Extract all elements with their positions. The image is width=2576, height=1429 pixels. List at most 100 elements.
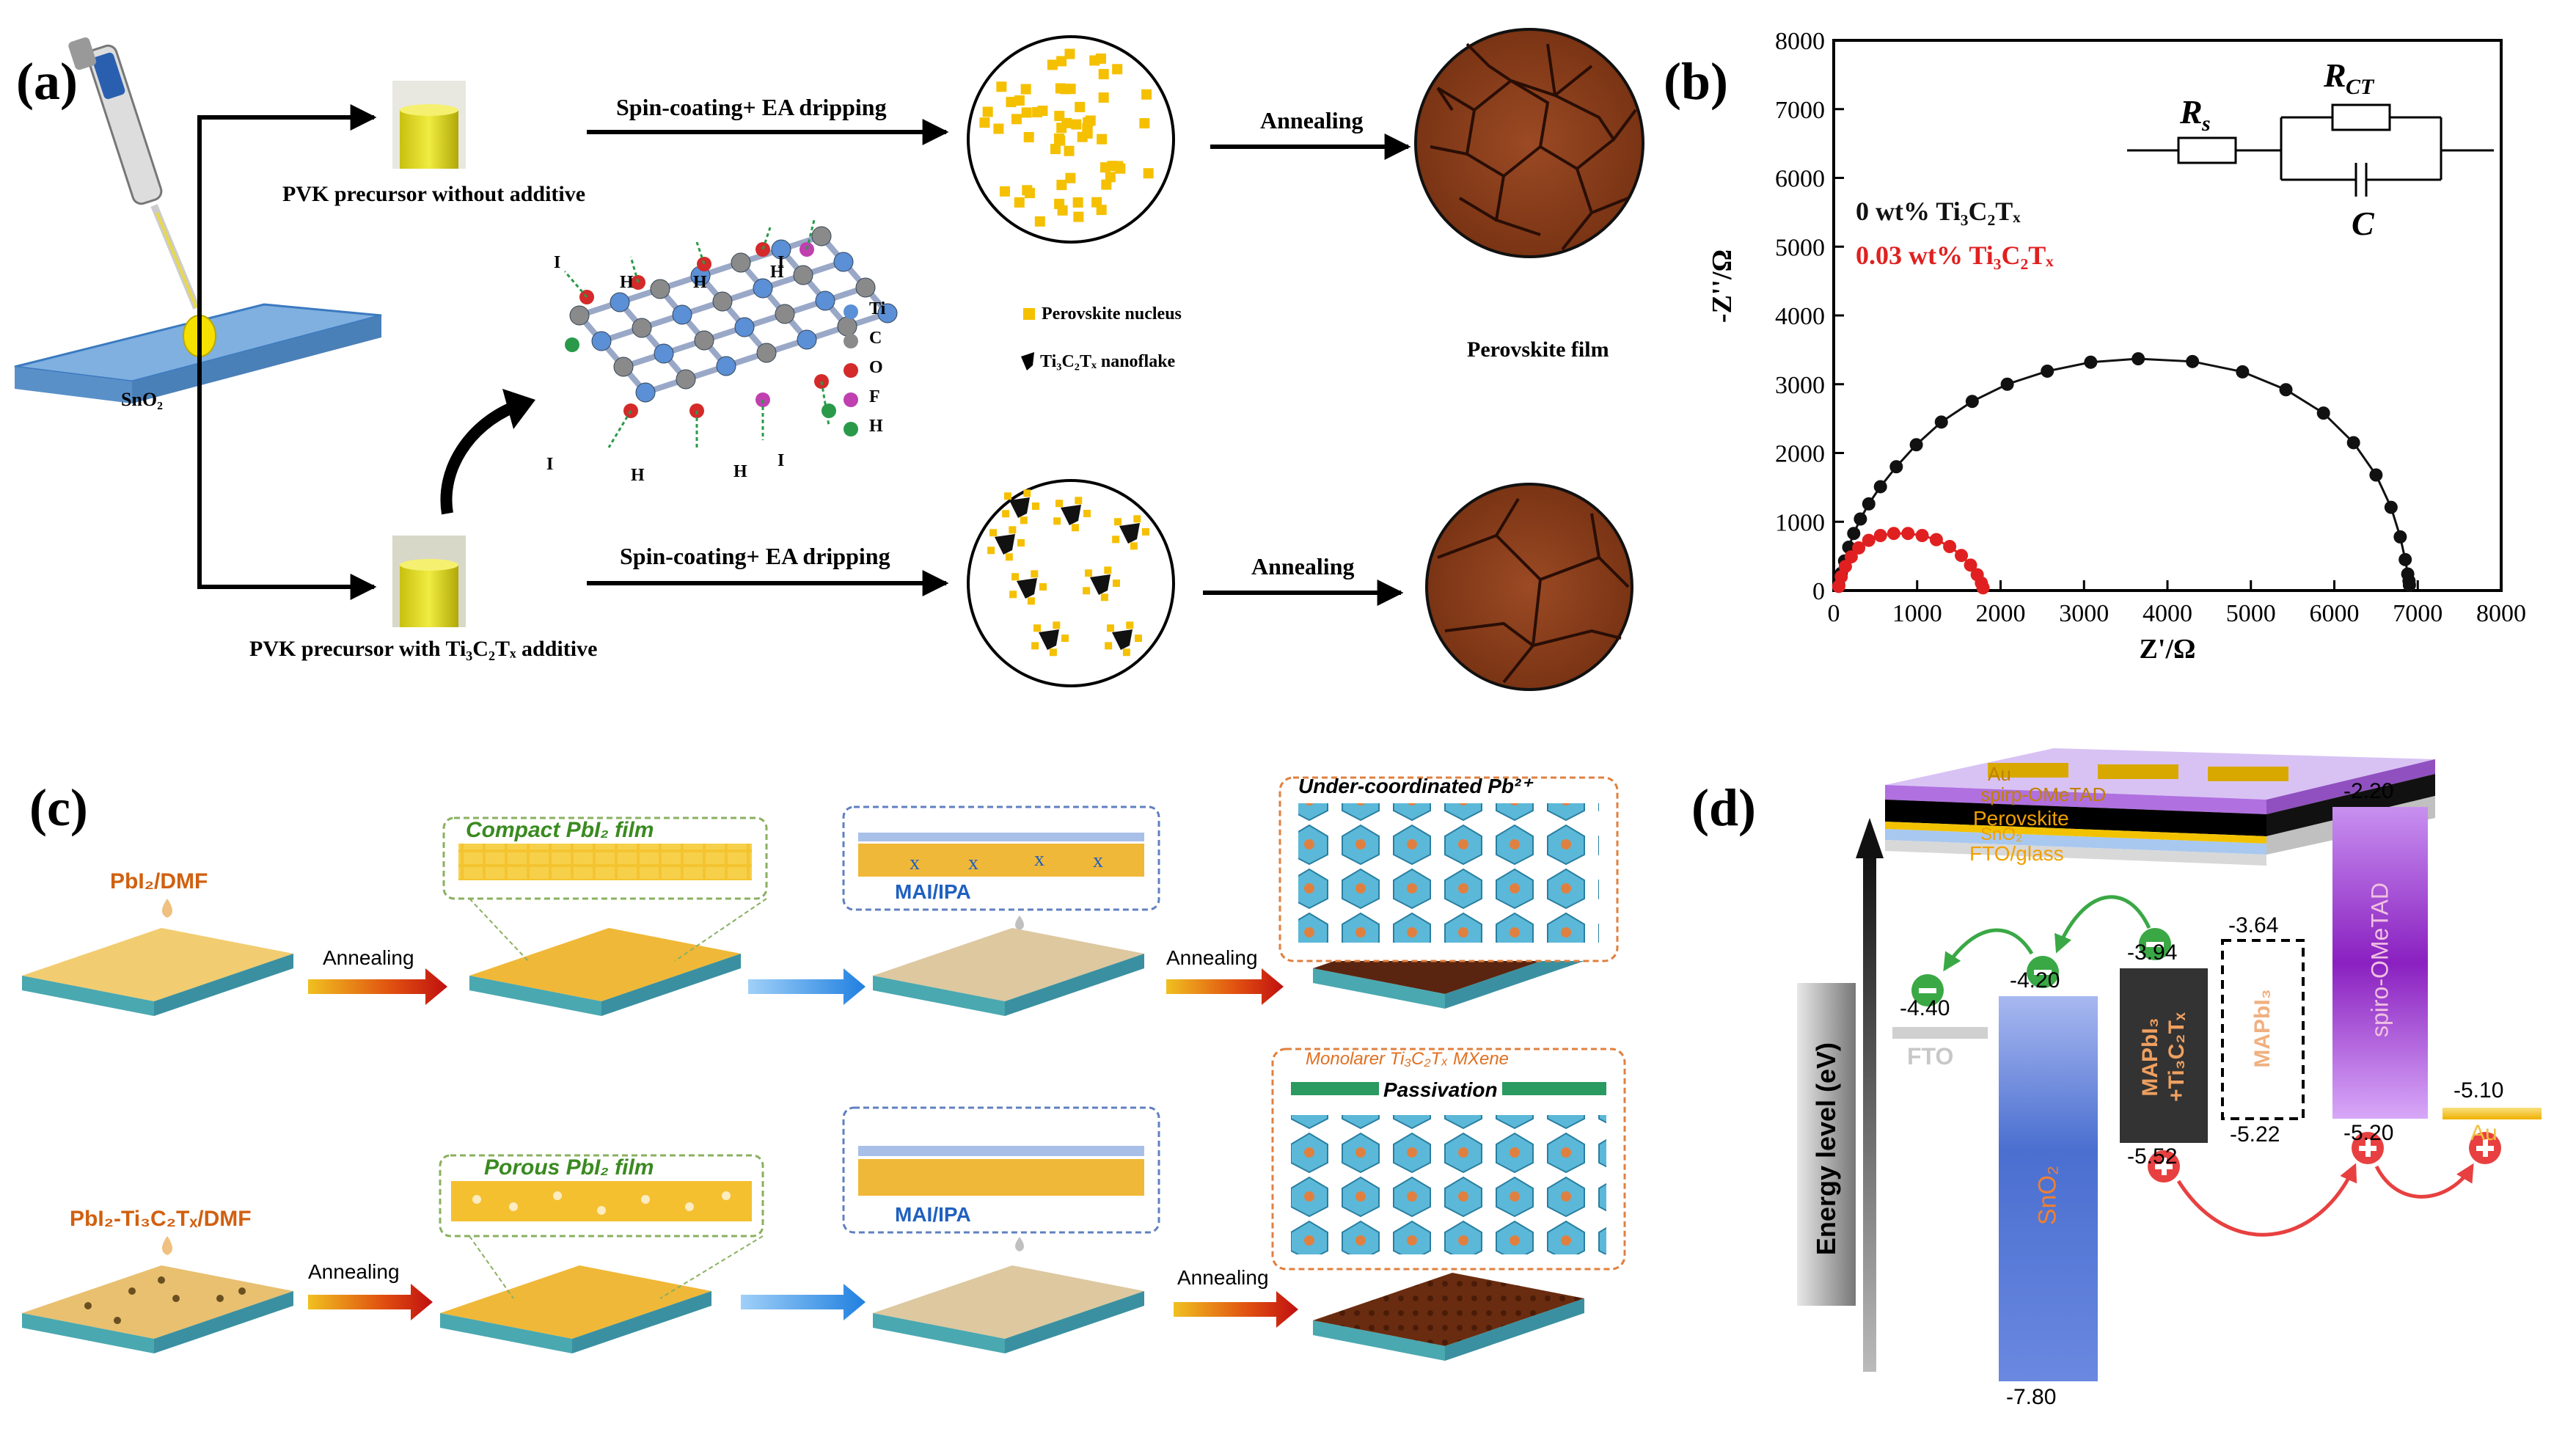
data-point — [1943, 540, 1957, 553]
layer-perovskite-label: Perovskite — [1973, 807, 2069, 830]
top-step2-label: Annealing — [1260, 107, 1364, 134]
electron-icons — [1911, 928, 2171, 1006]
panel-c: (c) — [0, 734, 1658, 1429]
nucleus-dot — [979, 117, 990, 128]
slab-pbi2-top — [22, 928, 293, 1016]
monolayer-label: Monolarer Ti₃C₂Tₓ MXene — [1306, 1049, 1510, 1069]
data-point — [1909, 438, 1923, 452]
nucleus-dot — [1112, 536, 1120, 544]
svg-text:x: x — [910, 852, 920, 874]
data-point — [2186, 354, 2200, 368]
mapbi3-name: MAPbI₃ — [2250, 989, 2275, 1068]
nucleus-dot — [1065, 172, 1076, 183]
atom — [654, 343, 674, 364]
annealing-arrow-4 — [1174, 1291, 1298, 1328]
nucleus-dot — [1126, 621, 1134, 629]
nucleus-dot — [1091, 197, 1102, 208]
bottom-step1-label: Spin-coating+ EA dripping — [620, 543, 890, 569]
rs-label: R — [2179, 93, 2203, 131]
nucleus-dot — [1053, 133, 1064, 144]
spiro-band — [2332, 807, 2428, 1119]
svg-text:x: x — [1093, 849, 1103, 872]
sno2-name: SnO₂ — [2033, 1165, 2062, 1226]
legend-entry: 0.03 wt% Ti₃C₂Tₓ — [1856, 241, 2054, 270]
x-tick-label: 6000 — [2310, 600, 2360, 627]
x-tick-label: 1000 — [1892, 600, 1942, 627]
atom — [793, 265, 813, 285]
nucleus-dot — [1014, 95, 1025, 106]
annealing-label-1: Annealing — [323, 946, 414, 969]
data-point — [1934, 415, 1948, 429]
layer-au-label: Au — [1988, 763, 2011, 785]
mapbi3-mx-top-value: -3.94 — [2127, 940, 2178, 965]
hole-icons — [2148, 1132, 2501, 1183]
atom-legend-label: C — [869, 329, 882, 348]
terminal-label: H — [631, 466, 645, 485]
grain-boundaries-bottom — [1437, 497, 1630, 684]
atom — [632, 318, 652, 338]
droplet-pbi2-mx — [162, 1236, 172, 1255]
nucleus-dot — [1060, 84, 1071, 95]
energy-axis-label: Energy level (eV) — [1811, 1042, 1841, 1256]
nucleus-dot — [1143, 168, 1154, 179]
nucleus-dot — [1113, 580, 1120, 587]
data-point — [1964, 558, 1977, 572]
data-point — [2132, 352, 2145, 366]
mapbi3-bottom-value: -5.22 — [2230, 1122, 2280, 1147]
y-tick-label: 6000 — [1775, 166, 1825, 193]
y-tick-label: 8000 — [1775, 28, 1825, 55]
panel-a-diagram — [14, 28, 1644, 691]
nucleus-dot — [1023, 131, 1034, 142]
atom — [833, 252, 854, 272]
nucleus-dot — [1056, 180, 1067, 191]
nucleus-dot — [1114, 518, 1122, 526]
slab-mai-bottom — [873, 1265, 1144, 1353]
nuclei-circle-top — [967, 35, 1175, 244]
nucleus-dot — [1098, 69, 1109, 80]
au-value: -5.10 — [2454, 1078, 2504, 1103]
nucleus-dot — [1034, 216, 1045, 227]
nucleus-dot — [1011, 573, 1020, 581]
nucleus-dot — [999, 186, 1010, 197]
y-tick-label: 4000 — [1775, 303, 1825, 330]
data-point — [1854, 512, 1867, 526]
annealing-label-4: Annealing — [1177, 1266, 1269, 1289]
nanoflake — [1061, 505, 1081, 525]
nucleus-dot — [1089, 55, 1100, 66]
data-point — [2236, 365, 2250, 379]
spiro-bottom-value: -5.20 — [2343, 1121, 2394, 1145]
data-point — [2000, 377, 2014, 391]
equivalent-circuit — [2127, 103, 2494, 197]
atom — [650, 279, 670, 299]
layer-sno2-label: SnO₂ — [1980, 825, 2023, 844]
slab-mai-top — [873, 928, 1144, 1016]
nucleus-dot — [1031, 642, 1039, 650]
nucleus-dot — [1100, 593, 1108, 602]
nanoflake-icon — [1021, 352, 1034, 370]
bottom-vial-caption: PVK precursor with Ti₃C₂Tₓ additive — [249, 637, 598, 661]
legend-entry: 0 wt% Ti₃C₂Tₓ — [1856, 197, 2021, 226]
nucleus-dot — [1032, 502, 1039, 510]
nucleus-dot — [1139, 118, 1150, 129]
nucleus-dot — [1064, 145, 1075, 156]
terminal-label: I — [546, 455, 554, 474]
atom-legend-swatch — [844, 363, 858, 378]
slab-perovskite-bottom — [1313, 1273, 1584, 1361]
nucleus-dot — [1020, 516, 1028, 525]
atom — [716, 356, 736, 376]
atom-legend-swatch — [844, 392, 858, 407]
nucleus-dot — [1107, 624, 1115, 632]
layer-fto-label: FTO/glass — [1969, 842, 2064, 865]
terminal-label: I — [554, 253, 561, 272]
compact-film-label: Compact PbI₂ film — [466, 818, 654, 842]
atom — [734, 317, 755, 337]
atom-legend-label: H — [869, 417, 883, 436]
data-point — [1901, 527, 1915, 541]
data-point — [2279, 383, 2293, 397]
mapbi3-mx-name-line1: MAPbI₃ — [2138, 1017, 2162, 1097]
panel-b-label: (b) — [1664, 52, 1728, 111]
nucleus-dot — [1085, 569, 1093, 577]
sno2-bottom-value: -7.80 — [2006, 1385, 2057, 1409]
nucleus-dot — [1009, 526, 1017, 534]
